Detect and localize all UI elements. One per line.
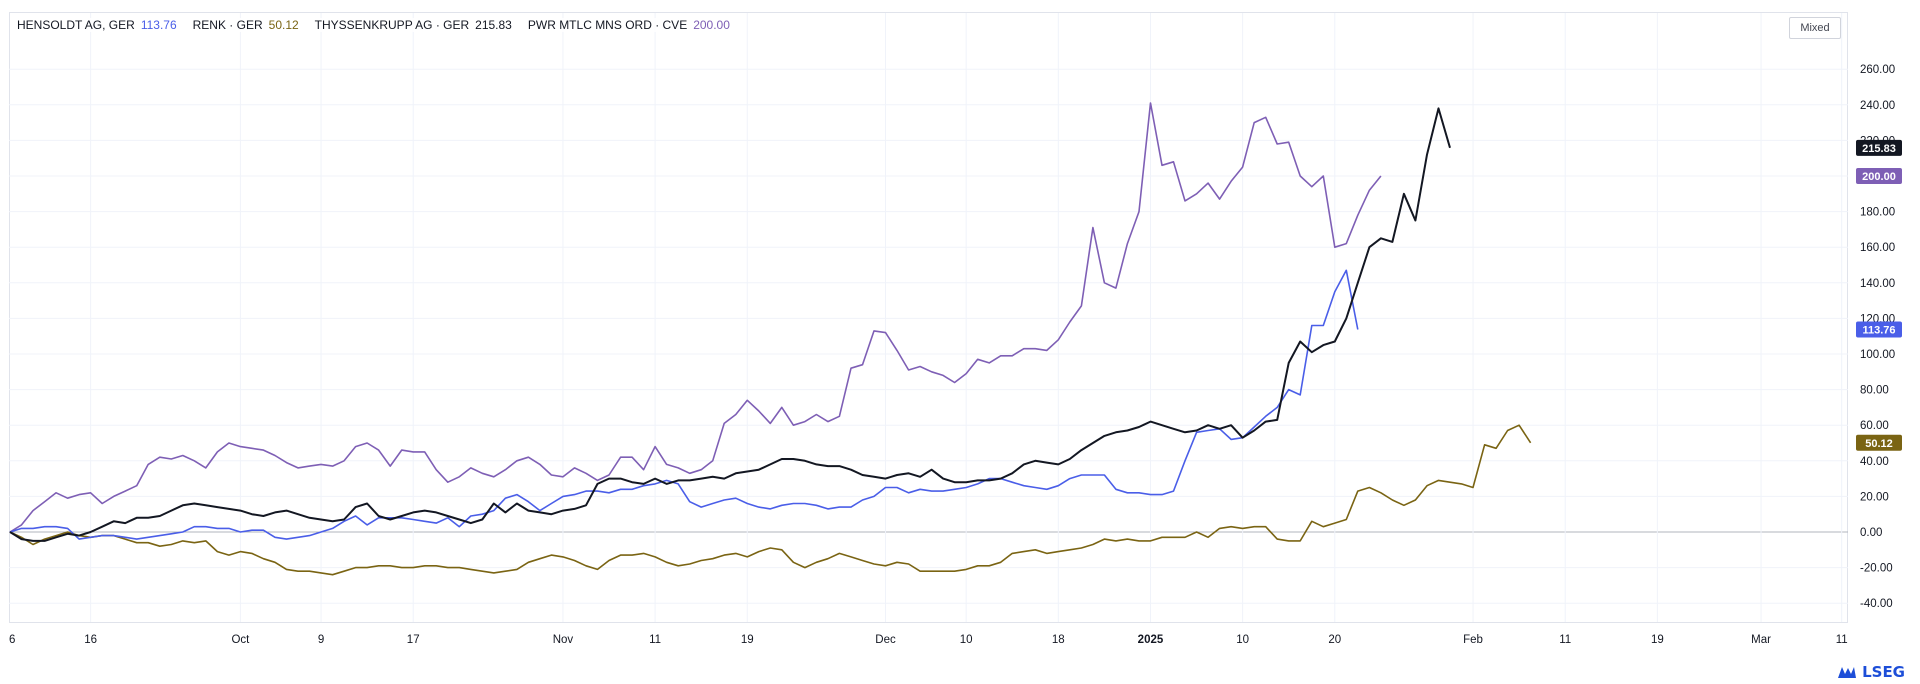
legend-entry-pwr-mtlc[interactable]: PWR MTLC MNS ORD · CVE 200.00 xyxy=(528,18,730,32)
y-tick-label: 80.00 xyxy=(1860,385,1889,397)
x-tick-label: 11 xyxy=(1836,634,1848,646)
chart-frame xyxy=(9,12,1848,623)
last-value-tag-text: 200.00 xyxy=(1862,171,1896,183)
scale-mode-button[interactable]: Mixed xyxy=(1789,17,1841,39)
x-tick-label: Mar xyxy=(1751,634,1771,646)
x-tick-label: 2025 xyxy=(1138,634,1164,646)
series-line-3 xyxy=(9,102,1382,533)
x-tick-label: 10 xyxy=(960,634,973,646)
y-tick-label: 240.00 xyxy=(1860,100,1895,112)
x-tick-label: 19 xyxy=(1651,634,1664,646)
legend-value: 215.83 xyxy=(475,18,512,32)
y-tick-label: -20.00 xyxy=(1860,563,1893,575)
legend-value: 200.00 xyxy=(693,18,730,32)
x-tick-label: 19 xyxy=(741,634,754,646)
last-value-tag-bg xyxy=(1856,168,1902,184)
last-value-tag-text: 215.83 xyxy=(1862,143,1896,155)
y-tick-label: 60.00 xyxy=(1860,420,1889,432)
legend-name: RENK · GER xyxy=(192,18,263,32)
last-value-tag: 200.00 xyxy=(1856,168,1902,184)
x-tick-label: 16 xyxy=(84,634,97,646)
last-value-tag-text: 113.76 xyxy=(1862,325,1895,337)
lseg-mark-icon xyxy=(1838,667,1857,678)
y-tick-label: 160.00 xyxy=(1860,242,1895,254)
y-tick-label: 180.00 xyxy=(1860,207,1895,219)
last-value-tag-text: 50.12 xyxy=(1865,438,1893,450)
last-value-tags: 113.76 50.12 215.83 200.00 xyxy=(1856,139,1902,451)
grid xyxy=(9,13,1848,622)
y-tick-label: 260.00 xyxy=(1860,64,1895,76)
y-tick-label: 140.00 xyxy=(1860,278,1895,290)
x-tick-label: Feb xyxy=(1463,634,1483,646)
legend-value: 50.12 xyxy=(268,18,299,32)
brand-text: LSEG xyxy=(1862,663,1905,681)
last-value-tag-bg xyxy=(1856,434,1902,451)
x-tick-label: 18 xyxy=(1052,634,1065,646)
x-tick-label: 10 xyxy=(1236,634,1249,646)
legend-name: PWR MTLC MNS ORD · CVE xyxy=(527,18,688,32)
last-value-tag: 50.12 xyxy=(1856,434,1902,451)
last-value-tag-bg xyxy=(1856,139,1902,156)
last-value-tag: 215.83 xyxy=(1856,139,1902,156)
last-value-tag: 113.76 xyxy=(1856,321,1902,338)
y-tick-label: 0.00 xyxy=(1860,527,1882,539)
x-tick-label: Nov xyxy=(553,634,574,646)
x-tick-label: 17 xyxy=(407,634,420,646)
x-tick-label: Dec xyxy=(875,634,896,646)
x-tick-label: 20 xyxy=(1328,634,1341,646)
y-tick-label: -40.00 xyxy=(1860,598,1893,610)
legend: HENSOLDT AG, GER 113.76 RENK · GER 50.12… xyxy=(17,18,730,32)
x-tick-label: 11 xyxy=(1559,634,1571,646)
series-line-0 xyxy=(9,269,1359,540)
legend-entry-renk[interactable]: RENK · GER 50.12 xyxy=(193,18,299,32)
y-tick-label: 20.00 xyxy=(1860,491,1889,503)
lseg-logo: LSEG xyxy=(1836,663,1905,681)
x-tick-label: 9 xyxy=(318,634,324,646)
series-layer xyxy=(9,102,1532,576)
x-tick-label: 6 xyxy=(9,634,15,646)
x-axis: 6 16 Oct 9 17 Nov 11 19 Dec 10 18 2025 10 20 Feb 11 19 Ma… xyxy=(9,634,1848,646)
legend-name: HENSOLDT AG, GER xyxy=(17,18,135,32)
series-line-1 xyxy=(9,424,1532,576)
x-tick-label: 11 xyxy=(649,634,661,646)
legend-entry-thyssenkrupp[interactable]: THYSSENKRUPP AG · GER 215.83 xyxy=(315,18,512,32)
y-tick-label: 100.00 xyxy=(1860,349,1895,361)
series-line-2 xyxy=(9,107,1451,542)
legend-name: THYSSENKRUPP AG · GER xyxy=(314,18,470,32)
y-tick-label: 40.00 xyxy=(1860,456,1889,468)
legend-value: 113.76 xyxy=(140,18,177,32)
x-tick-label: Oct xyxy=(231,634,250,646)
last-value-tag-bg xyxy=(1856,321,1902,338)
legend-entry-hensoldt[interactable]: HENSOLDT AG, GER 113.76 xyxy=(17,18,177,32)
